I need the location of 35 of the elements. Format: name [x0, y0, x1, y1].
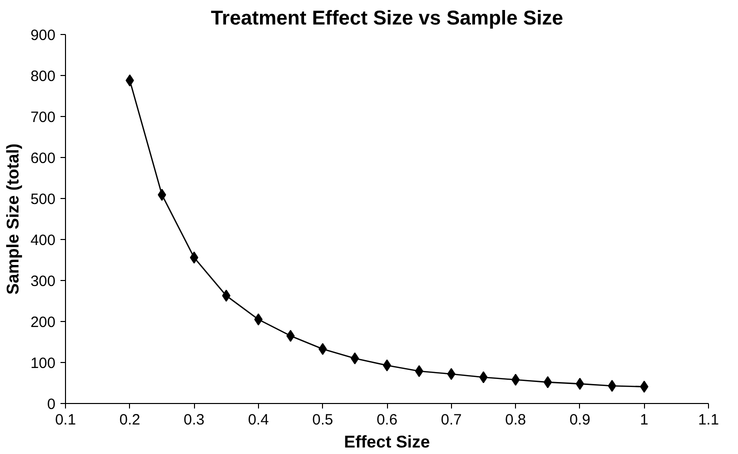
x-tick-label: 0.9	[569, 412, 590, 428]
x-tick-label: 0.7	[440, 412, 462, 428]
point	[511, 374, 520, 386]
point	[576, 378, 584, 390]
x-tick-label: 0.5	[312, 412, 334, 428]
x-tick-label: 0.2	[119, 412, 140, 428]
x-tick-label: 1.1	[698, 412, 719, 428]
x-tick-label: 0.8	[505, 412, 526, 428]
y-axis-title: Sample Size (total)	[3, 143, 22, 295]
y-tick-label: 300	[30, 273, 56, 290]
point	[382, 359, 392, 372]
y-tick-label: 600	[30, 150, 56, 167]
point	[190, 252, 198, 264]
x-tick-label: 0.3	[184, 412, 205, 428]
x-tick-label: 1	[640, 412, 648, 428]
y-tick-label: 0	[47, 396, 56, 413]
chart-title: Treatment Effect Size vs Sample Size	[210, 8, 564, 30]
x-tick-label: 0.1	[55, 412, 76, 428]
y-tick-label: 500	[30, 191, 56, 208]
x-tick-label: 0.4	[248, 412, 269, 428]
x-tick-label: 0.6	[376, 412, 398, 428]
x-axis-title: Effect Size	[344, 432, 430, 452]
y-tick-label: 900	[30, 27, 56, 44]
point	[414, 365, 424, 378]
point	[254, 313, 263, 326]
y-tick-label: 200	[30, 314, 56, 331]
point	[286, 330, 295, 342]
y-tick-label: 800	[30, 68, 56, 85]
y-tick-label: 700	[30, 109, 56, 126]
point	[350, 352, 360, 364]
point	[158, 188, 166, 201]
y-tick-label: 400	[30, 232, 56, 249]
y-tick-label: 100	[30, 355, 56, 372]
point	[479, 371, 488, 384]
point	[608, 380, 616, 392]
